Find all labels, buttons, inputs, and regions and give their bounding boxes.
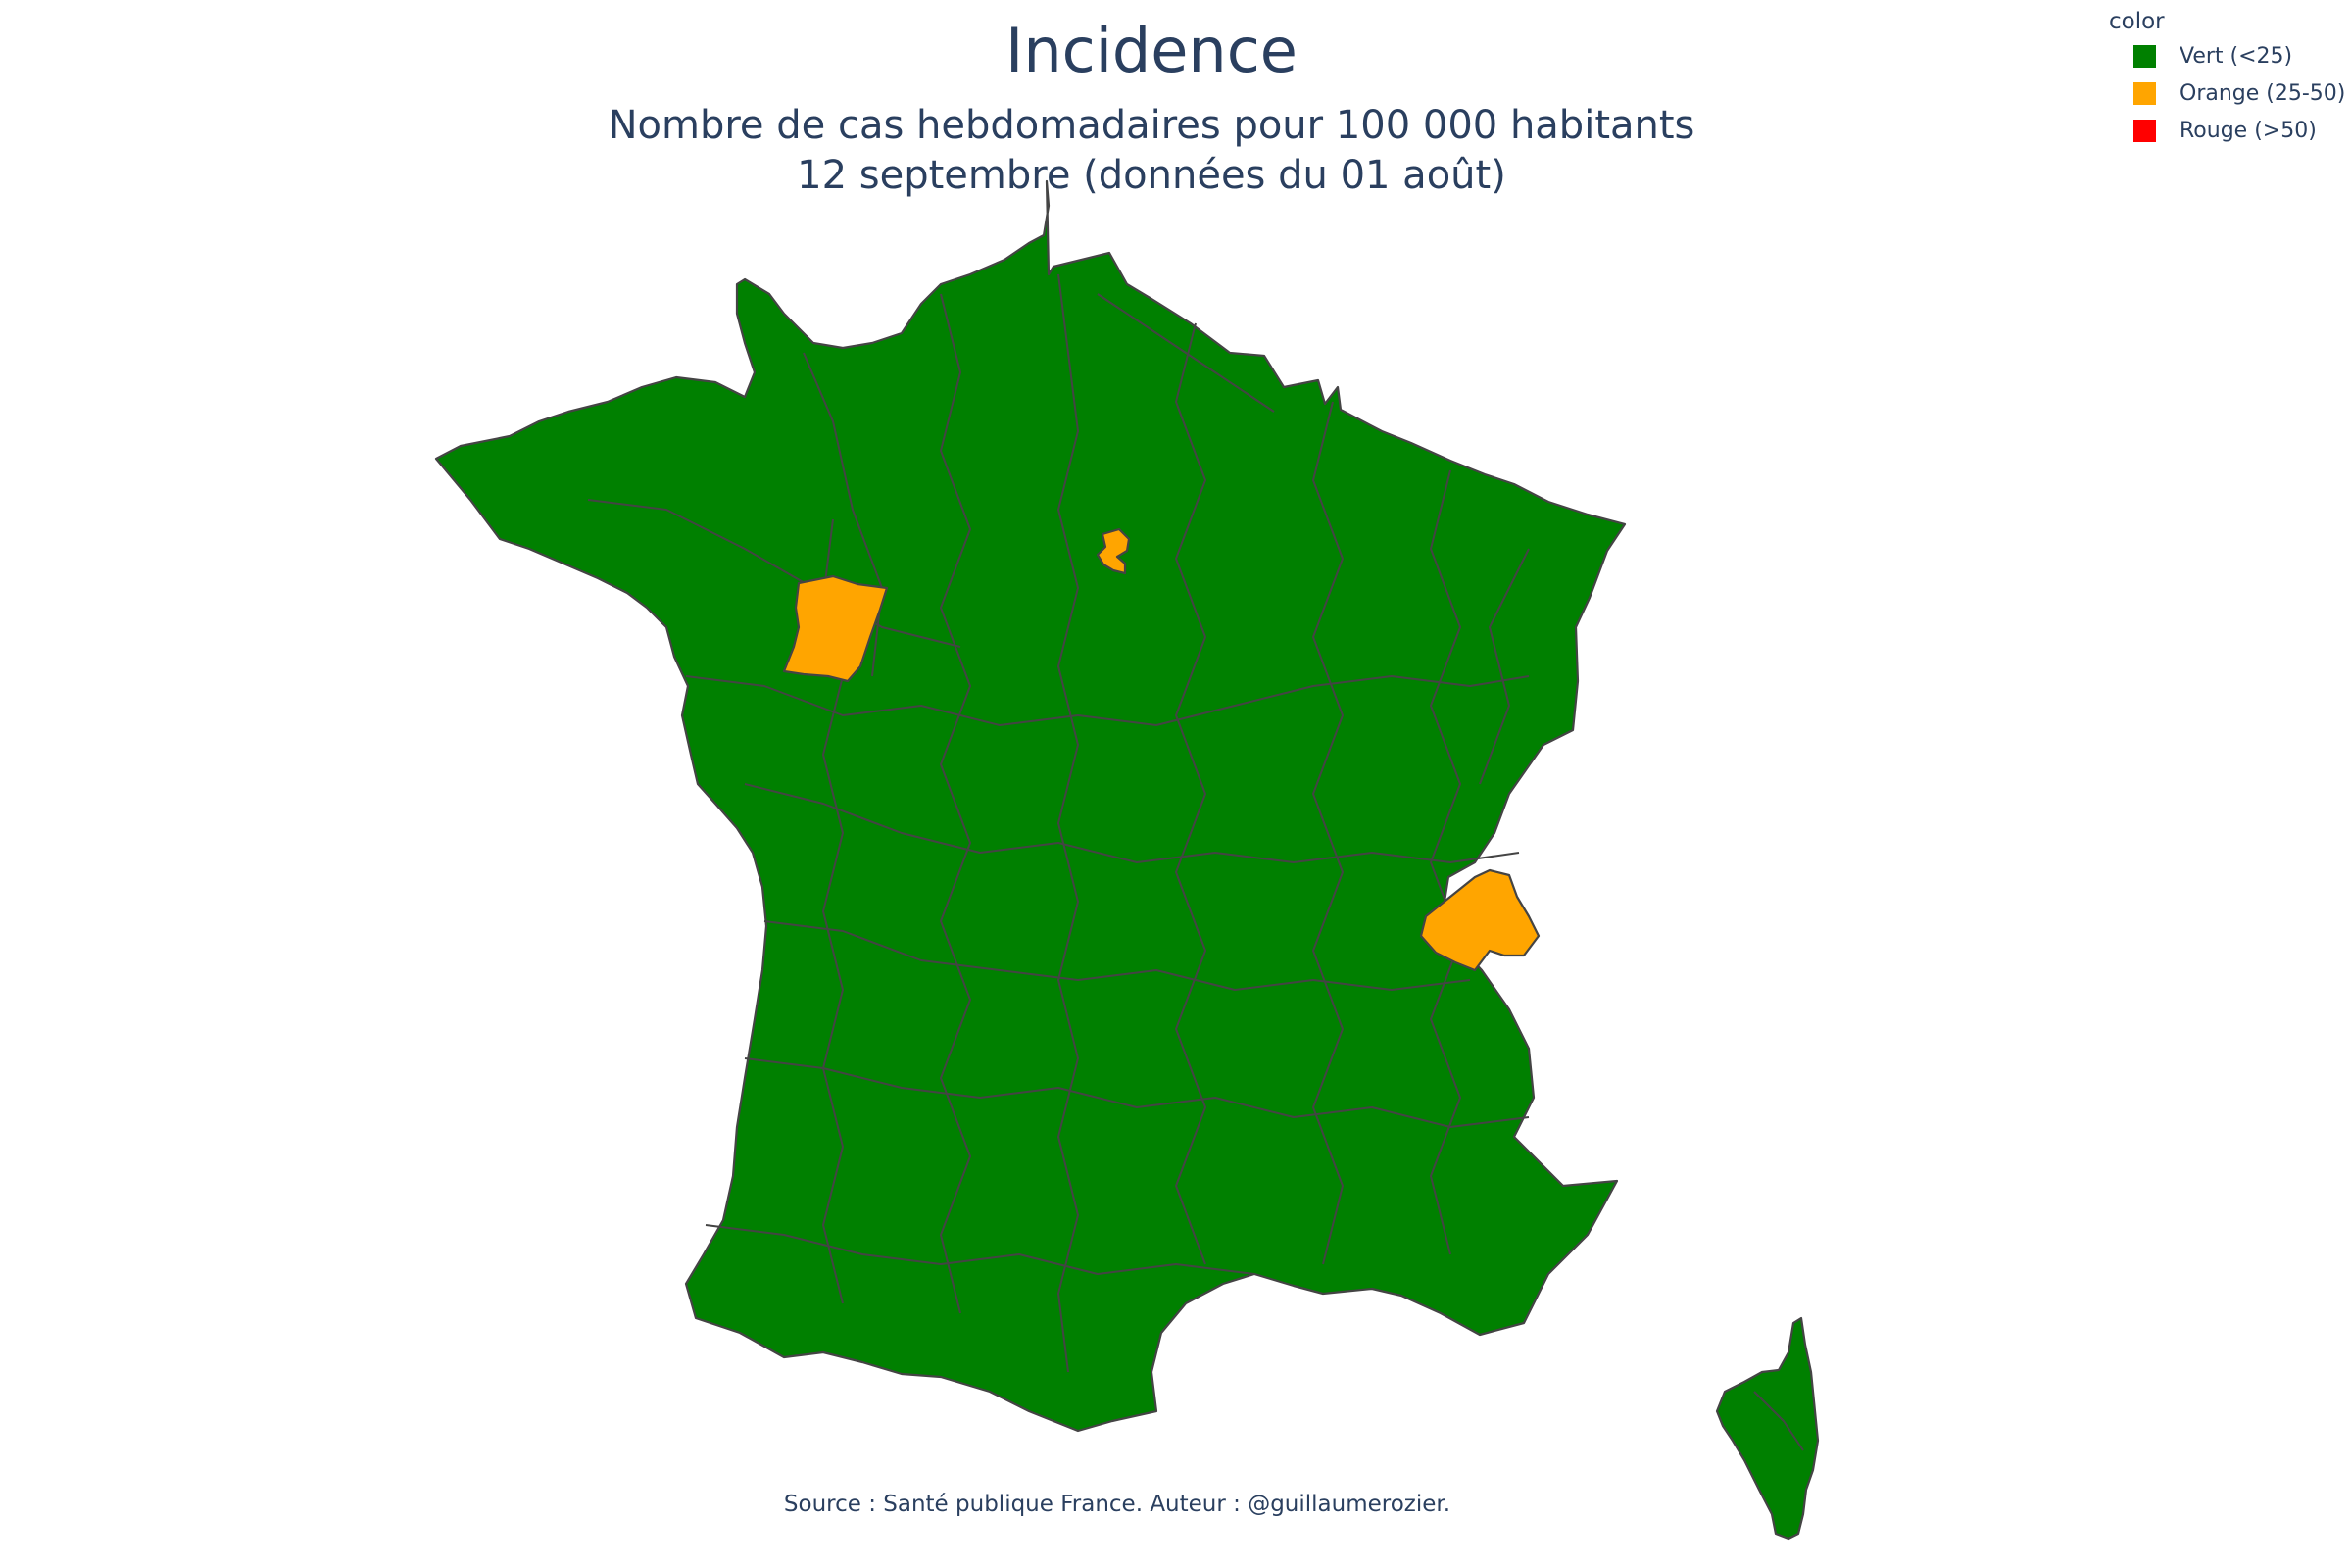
legend-item-rouge[interactable]: Rouge (>50) (2093, 112, 2350, 149)
chart-date-line: 12 septembre (données du 01 août) (797, 153, 1506, 198)
chart-subtitle: Nombre de cas hebdomadaires pour 100 000… (608, 103, 1695, 148)
legend-swatch-rouge (2133, 119, 2156, 142)
department-mayenne[interactable] (782, 574, 889, 683)
legend-swatch-orange (2133, 81, 2156, 105)
legend-label-vert: Vert (<25) (2180, 43, 2293, 69)
department-paris-petite-couronne[interactable] (1096, 527, 1131, 575)
chart-title: Incidence (1005, 15, 1298, 86)
legend-swatch-vert (2133, 44, 2156, 68)
legend-item-orange[interactable]: Orange (25-50) (2093, 74, 2350, 112)
legend-label-rouge: Rouge (>50) (2180, 118, 2317, 143)
department-borders (587, 273, 1804, 1451)
source-note: Source : Santé publique France. Auteur :… (783, 1492, 1451, 1517)
corsica[interactable] (1715, 1316, 1820, 1541)
legend-item-vert[interactable]: Vert (<25) (2093, 37, 2350, 74)
legend: color Vert (<25) Orange (25-50) Rouge (>… (2093, 6, 2350, 149)
department-haute-savoie[interactable] (1419, 868, 1541, 972)
legend-title: color (2109, 9, 2165, 34)
legend-label-orange: Orange (25-50) (2180, 80, 2346, 106)
mainland-france[interactable] (434, 179, 1627, 1433)
